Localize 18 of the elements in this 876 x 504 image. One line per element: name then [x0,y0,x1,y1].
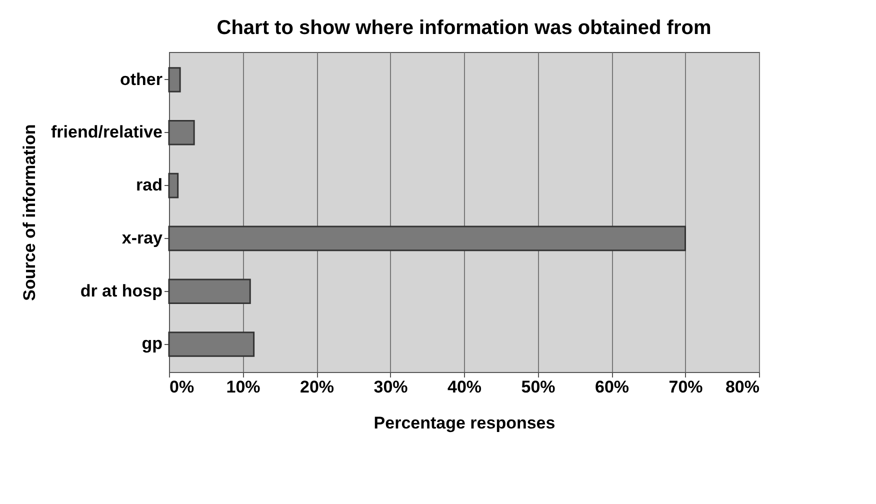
x-tick-label: 40% [447,378,482,396]
x-axis-title: Percentage responses [374,414,556,432]
x-tick-label: 50% [521,378,556,396]
y-axis-title: Source of information [20,124,40,301]
chart-title: Chart to show where information was obtained from [216,17,712,39]
x-tick-label: 60% [594,378,630,396]
x-tick-label: 20% [300,378,334,396]
x-tick-label: 70% [668,378,703,396]
x-tick-label: 80% [725,378,760,396]
x-tick-label: 10% [226,378,260,396]
x-tick-label: 0% [170,378,194,396]
y-tick-label: friend/relative [51,122,162,142]
y-tick-label: other [120,70,163,89]
x-tick-label: 30% [374,378,408,396]
y-tick-label: x-ray [122,228,164,248]
y-tick-label: rad [136,176,162,195]
y-tick-label: gp [142,334,162,354]
y-tick-label: dr at hosp [80,281,162,300]
